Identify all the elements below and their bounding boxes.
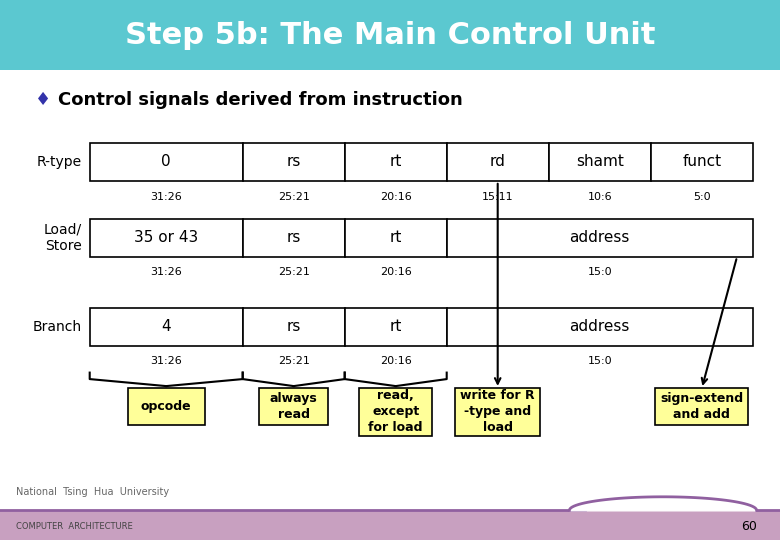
Text: opcode: opcode xyxy=(141,400,192,413)
Bar xyxy=(90,143,243,181)
Text: 31:26: 31:26 xyxy=(151,267,182,278)
Text: 20:16: 20:16 xyxy=(380,192,412,202)
Text: rt: rt xyxy=(389,319,402,334)
Text: 25:21: 25:21 xyxy=(278,267,310,278)
Text: funct: funct xyxy=(682,154,722,170)
FancyBboxPatch shape xyxy=(259,388,328,425)
Text: 15:0: 15:0 xyxy=(587,267,612,278)
Text: Control signals derived from instruction: Control signals derived from instruction xyxy=(58,91,463,109)
Text: rs: rs xyxy=(286,230,301,245)
Text: National  Tsing  Hua  University: National Tsing Hua University xyxy=(16,487,168,497)
Bar xyxy=(345,143,447,181)
Bar xyxy=(447,308,753,346)
FancyBboxPatch shape xyxy=(128,388,205,425)
Bar xyxy=(243,143,345,181)
Bar xyxy=(548,143,651,181)
Bar xyxy=(345,308,447,346)
Text: 4: 4 xyxy=(161,319,171,334)
Text: rs: rs xyxy=(286,319,301,334)
Text: R-type: R-type xyxy=(37,155,82,169)
Text: 20:16: 20:16 xyxy=(380,267,412,278)
Bar xyxy=(651,143,753,181)
Bar xyxy=(90,219,243,256)
FancyBboxPatch shape xyxy=(655,388,748,425)
Bar xyxy=(345,219,447,256)
Bar xyxy=(447,219,753,256)
Text: Branch: Branch xyxy=(33,320,82,334)
Text: read,
except
for load: read, except for load xyxy=(368,389,423,434)
Text: rt: rt xyxy=(389,154,402,170)
Text: 60: 60 xyxy=(741,520,757,533)
Text: always
read: always read xyxy=(270,392,317,421)
Text: rs: rs xyxy=(286,154,301,170)
Bar xyxy=(447,143,548,181)
Text: 20:16: 20:16 xyxy=(380,356,412,367)
Text: shamt: shamt xyxy=(576,154,624,170)
Bar xyxy=(0,510,780,540)
Text: 15:0: 15:0 xyxy=(587,356,612,367)
Text: 15:11: 15:11 xyxy=(482,192,513,202)
FancyBboxPatch shape xyxy=(359,388,432,436)
Text: sign-extend
and add: sign-extend and add xyxy=(660,392,743,421)
Text: 5:0: 5:0 xyxy=(693,192,711,202)
Text: 31:26: 31:26 xyxy=(151,192,182,202)
Text: address: address xyxy=(569,230,630,245)
Text: 0: 0 xyxy=(161,154,171,170)
Text: 31:26: 31:26 xyxy=(151,356,182,367)
Text: 35 or 43: 35 or 43 xyxy=(134,230,198,245)
Bar xyxy=(243,308,345,346)
Text: rd: rd xyxy=(490,154,505,170)
Text: rt: rt xyxy=(389,230,402,245)
Text: ♦: ♦ xyxy=(35,91,51,109)
Text: 10:6: 10:6 xyxy=(587,192,612,202)
Text: Load/
Store: Load/ Store xyxy=(44,222,82,253)
FancyBboxPatch shape xyxy=(456,388,541,436)
Text: COMPUTER  ARCHITECTURE: COMPUTER ARCHITECTURE xyxy=(16,522,133,531)
Text: 25:21: 25:21 xyxy=(278,192,310,202)
FancyBboxPatch shape xyxy=(0,0,780,70)
Text: Step 5b: The Main Control Unit: Step 5b: The Main Control Unit xyxy=(125,21,655,50)
Text: write for R
-type and
load: write for R -type and load xyxy=(460,389,535,434)
Bar xyxy=(243,219,345,256)
Text: 25:21: 25:21 xyxy=(278,356,310,367)
Bar xyxy=(90,308,243,346)
Text: address: address xyxy=(569,319,630,334)
